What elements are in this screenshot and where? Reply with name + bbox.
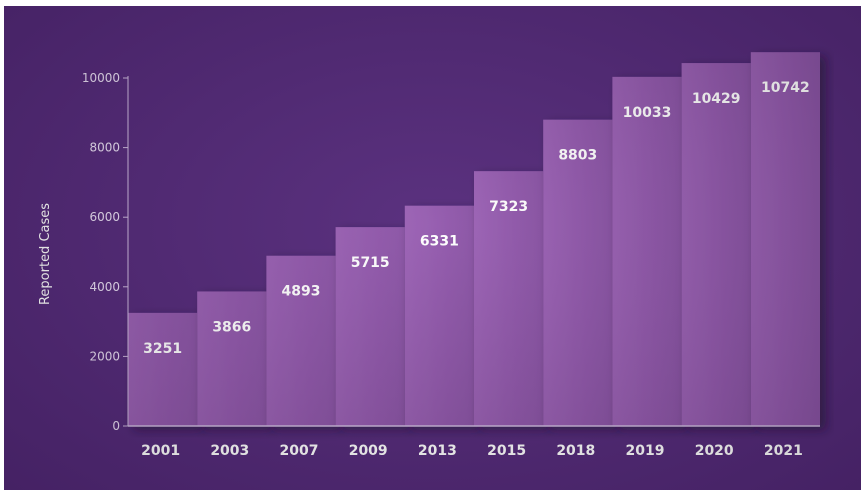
data-label: 10429 xyxy=(692,91,741,107)
x-axis-labels: 2001 2003 2007 2009 2013 2015 2018 2019 2020 2021 xyxy=(141,443,803,459)
chart-background: Reported Cases 0 2000 4000 6000 8000 10000 20… xyxy=(4,6,861,490)
data-label: 5715 xyxy=(351,255,390,271)
y-axis-title: Reported Cases xyxy=(38,203,53,305)
x-tick-label: 2021 xyxy=(764,443,803,459)
bar xyxy=(197,291,267,426)
y-tick-label: 8000 xyxy=(89,141,120,155)
data-label: 4893 xyxy=(282,284,321,300)
x-tick-label: 2019 xyxy=(626,443,665,459)
bar xyxy=(750,52,820,426)
x-tick-label: 2018 xyxy=(556,443,595,459)
y-axis-ticks: 0 2000 4000 6000 8000 10000 xyxy=(82,71,128,433)
y-tick-label: 6000 xyxy=(89,210,120,224)
bar xyxy=(128,312,198,426)
bars xyxy=(128,52,820,427)
bar xyxy=(612,76,682,427)
bar xyxy=(474,171,544,426)
y-tick-label: 10000 xyxy=(82,71,120,85)
data-labels: 3251 3866 4893 5715 6331 7323 8803 10033 10429 10… xyxy=(143,80,810,357)
data-label: 6331 xyxy=(420,234,459,250)
x-tick-label: 2013 xyxy=(418,443,457,459)
x-tick-label: 2001 xyxy=(141,443,180,459)
data-label: 10033 xyxy=(623,105,672,121)
bar xyxy=(543,119,613,426)
bar xyxy=(335,227,405,426)
bar xyxy=(404,205,474,426)
y-tick-label: 4000 xyxy=(89,280,120,294)
data-label: 3866 xyxy=(212,319,251,335)
bar xyxy=(266,255,336,426)
x-tick-label: 2015 xyxy=(487,443,526,459)
bar xyxy=(681,63,751,426)
x-tick-label: 2007 xyxy=(280,443,319,459)
data-label: 10742 xyxy=(761,80,810,96)
y-tick-label: 2000 xyxy=(89,349,120,363)
x-tick-label: 2020 xyxy=(695,443,734,459)
x-tick-label: 2009 xyxy=(349,443,388,459)
x-tick-label: 2003 xyxy=(210,443,249,459)
bar-chart: Reported Cases 0 2000 4000 6000 8000 10000 20… xyxy=(38,52,820,459)
data-label: 8803 xyxy=(558,148,597,164)
data-label: 7323 xyxy=(489,199,528,215)
y-tick-label: 0 xyxy=(112,419,120,433)
data-label: 3251 xyxy=(143,341,182,357)
